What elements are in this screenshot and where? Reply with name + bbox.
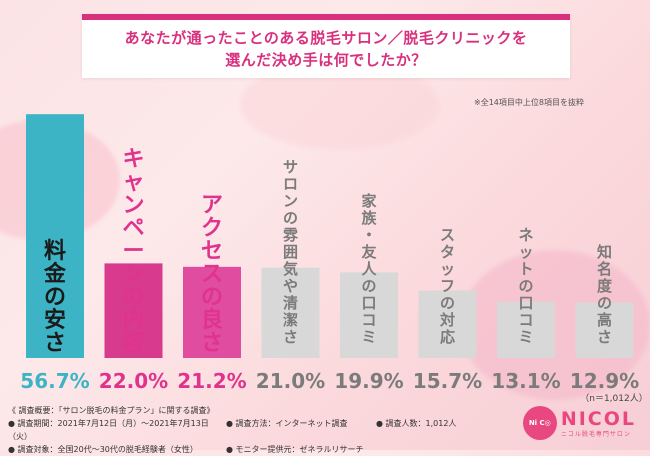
- bar-1: [26, 114, 84, 358]
- bar-2: [104, 263, 163, 358]
- category-label-3: アクセスの良さ: [201, 193, 223, 356]
- bar-4: [261, 267, 320, 358]
- value-label-2: 22.0%: [99, 369, 168, 393]
- logo-subtitle: ニコル脱毛専門サロン: [560, 430, 631, 438]
- nicol-logo: Ni C◎ NICOL ニコル脱毛専門サロン: [522, 406, 636, 440]
- bar-5: [340, 272, 398, 358]
- chart-title: あなたが通ったことのある脱毛サロン／脱毛クリニックを 選んだ決め手は何でしたか？: [82, 14, 570, 78]
- category-label-5: 家族・友人の口コミ: [361, 192, 377, 346]
- category-label-4: サロンの雰囲気や清潔さ: [283, 158, 299, 346]
- title-line-2: 選んだ決め手は何でしたか？: [225, 51, 427, 69]
- sample-size: （n＝1,012人）: [580, 393, 647, 404]
- category-label-1: 料金の安さ: [43, 239, 67, 356]
- survey-overview: 《 調査概要：「サロン脱毛の料金プラン」に関する調査》 ● 調査期間：2021年…: [8, 404, 456, 456]
- survey-method: ● 調査方法：インターネット調査: [226, 419, 348, 428]
- title-line-1: あなたが通ったことのある脱毛サロン／脱毛クリニックを: [124, 29, 528, 47]
- logo-mark: Ni C◎: [522, 406, 557, 440]
- logo-name: NICOL: [560, 407, 636, 430]
- bar-6: [418, 290, 477, 358]
- selection-note: ※全14項目中上位8項目を抜粋: [474, 98, 584, 107]
- category-label-2: キャンペーンの内容: [122, 147, 144, 356]
- value-label-7: 13.1%: [491, 369, 560, 393]
- survey-people: ● 調査人数：1,012人: [376, 419, 457, 428]
- bar-7: [497, 301, 555, 358]
- category-label-7: ネットの口コミ: [518, 226, 533, 346]
- bar-3: [183, 266, 241, 358]
- bar-8: [575, 302, 634, 358]
- survey-period: ● 調査期間：2021年7月12日（月）～2021年7月13日（火）: [8, 419, 209, 441]
- value-label-6: 15.7%: [413, 369, 482, 393]
- value-label-1: 56.7%: [20, 369, 89, 393]
- survey-heading: 《 調査概要：「サロン脱毛の料金プラン」に関する調査》: [8, 406, 215, 415]
- value-label-5: 19.9%: [334, 369, 403, 393]
- value-label-8: 12.9%: [570, 369, 639, 393]
- value-label-3: 21.2%: [177, 369, 246, 393]
- category-label-6: スタッフの対応: [439, 226, 455, 346]
- category-label-8: 知名度の高さ: [597, 243, 613, 346]
- value-label-4: 21.0%: [256, 369, 325, 393]
